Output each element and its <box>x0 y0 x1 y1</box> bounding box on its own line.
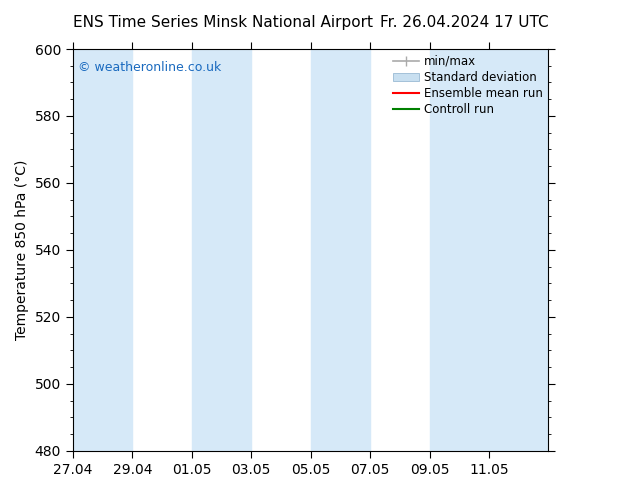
Text: Fr. 26.04.2024 17 UTC: Fr. 26.04.2024 17 UTC <box>380 15 548 30</box>
Bar <box>191 49 251 451</box>
Bar <box>73 49 133 451</box>
Bar <box>429 49 489 451</box>
Bar <box>311 49 370 451</box>
Y-axis label: Temperature 850 hPa (°C): Temperature 850 hPa (°C) <box>15 160 29 340</box>
Text: © weatheronline.co.uk: © weatheronline.co.uk <box>77 61 221 74</box>
Text: ENS Time Series Minsk National Airport: ENS Time Series Minsk National Airport <box>73 15 373 30</box>
Bar <box>489 49 548 451</box>
Legend: min/max, Standard deviation, Ensemble mean run, Controll run: min/max, Standard deviation, Ensemble me… <box>389 51 546 119</box>
